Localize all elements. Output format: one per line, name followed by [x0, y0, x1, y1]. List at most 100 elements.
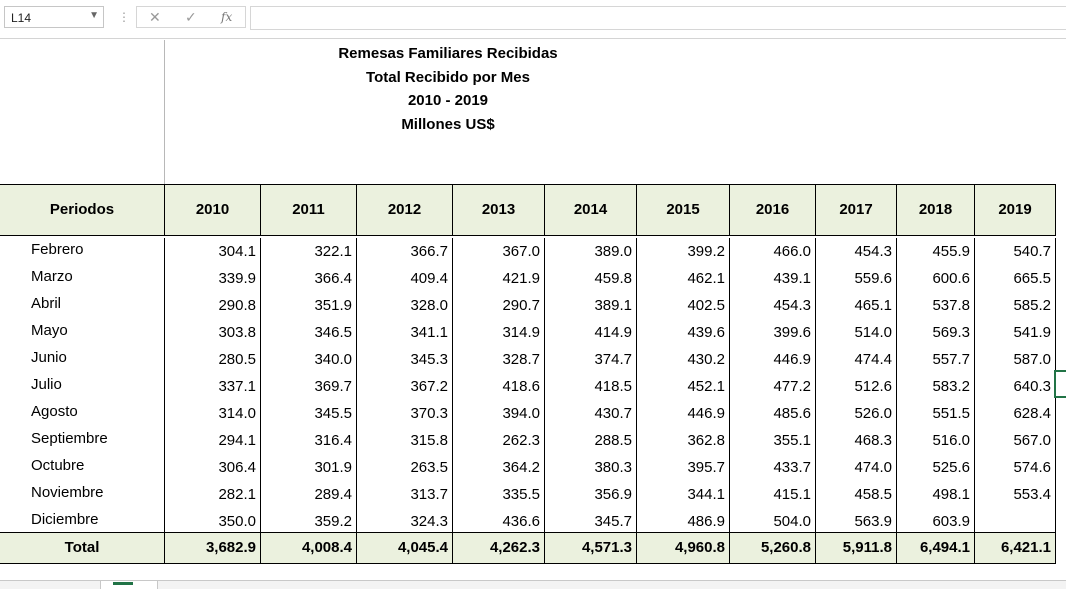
cancel-icon[interactable]: ✕ [149, 9, 161, 25]
value-cell[interactable]: 541.9 [975, 319, 1056, 346]
value-cell[interactable]: 339.9 [165, 265, 261, 292]
header-year[interactable]: 2018 [897, 185, 975, 235]
value-cell[interactable]: 628.4 [975, 400, 1056, 427]
value-cell[interactable]: 303.8 [165, 319, 261, 346]
value-cell[interactable]: 486.9 [637, 508, 730, 535]
value-cell[interactable]: 553.4 [975, 481, 1056, 508]
total-cell[interactable]: 3,682.9 [165, 533, 261, 563]
value-cell[interactable]: 414.9 [545, 319, 637, 346]
value-cell[interactable]: 324.3 [357, 508, 453, 535]
value-cell[interactable]: 557.7 [897, 346, 975, 373]
value-cell[interactable]: 436.6 [453, 508, 545, 535]
value-cell[interactable] [975, 508, 1056, 535]
period-cell[interactable]: Abril [0, 292, 165, 319]
value-cell[interactable]: 289.4 [261, 481, 357, 508]
header-year[interactable]: 2017 [816, 185, 897, 235]
value-cell[interactable]: 569.3 [897, 319, 975, 346]
value-cell[interactable]: 498.1 [897, 481, 975, 508]
period-cell[interactable]: Junio [0, 346, 165, 373]
value-cell[interactable]: 418.5 [545, 373, 637, 400]
value-cell[interactable]: 468.3 [816, 427, 897, 454]
value-cell[interactable]: 313.7 [357, 481, 453, 508]
value-cell[interactable]: 446.9 [730, 346, 816, 373]
value-cell[interactable]: 551.5 [897, 400, 975, 427]
period-cell[interactable]: Noviembre [0, 481, 165, 508]
period-cell[interactable]: Mayo [0, 319, 165, 346]
value-cell[interactable]: 454.3 [730, 292, 816, 319]
function-icon[interactable]: fx [221, 10, 233, 24]
value-cell[interactable]: 537.8 [897, 292, 975, 319]
value-cell[interactable]: 540.7 [975, 238, 1056, 265]
value-cell[interactable]: 350.0 [165, 508, 261, 535]
value-cell[interactable]: 439.6 [637, 319, 730, 346]
name-box[interactable]: L14 ▼ [4, 6, 104, 28]
value-cell[interactable]: 280.5 [165, 346, 261, 373]
value-cell[interactable]: 344.1 [637, 481, 730, 508]
value-cell[interactable]: 465.1 [816, 292, 897, 319]
period-cell[interactable]: Agosto [0, 400, 165, 427]
period-cell[interactable]: Marzo [0, 265, 165, 292]
value-cell[interactable]: 418.6 [453, 373, 545, 400]
header-year[interactable]: 2016 [730, 185, 816, 235]
header-year[interactable]: 2014 [545, 185, 637, 235]
value-cell[interactable]: 367.2 [357, 373, 453, 400]
value-cell[interactable]: 370.3 [357, 400, 453, 427]
value-cell[interactable]: 362.8 [637, 427, 730, 454]
value-cell[interactable]: 600.6 [897, 265, 975, 292]
value-cell[interactable]: 433.7 [730, 454, 816, 481]
total-cell[interactable]: 5,260.8 [730, 533, 816, 563]
value-cell[interactable]: 459.8 [545, 265, 637, 292]
header-year[interactable]: 2015 [637, 185, 730, 235]
value-cell[interactable]: 337.1 [165, 373, 261, 400]
value-cell[interactable]: 504.0 [730, 508, 816, 535]
value-cell[interactable]: 477.2 [730, 373, 816, 400]
worksheet[interactable]: Remesas Familiares Recibidas Total Recib… [0, 40, 1066, 580]
value-cell[interactable]: 345.5 [261, 400, 357, 427]
value-cell[interactable]: 369.7 [261, 373, 357, 400]
value-cell[interactable]: 430.2 [637, 346, 730, 373]
value-cell[interactable]: 328.7 [453, 346, 545, 373]
value-cell[interactable]: 439.1 [730, 265, 816, 292]
value-cell[interactable]: 462.1 [637, 265, 730, 292]
value-cell[interactable]: 374.7 [545, 346, 637, 373]
value-cell[interactable]: 512.6 [816, 373, 897, 400]
header-year[interactable]: 2012 [357, 185, 453, 235]
selected-cell[interactable] [1054, 370, 1066, 398]
value-cell[interactable]: 466.0 [730, 238, 816, 265]
period-cell[interactable]: Octubre [0, 454, 165, 481]
value-cell[interactable]: 328.0 [357, 292, 453, 319]
period-cell[interactable]: Febrero [0, 238, 165, 265]
value-cell[interactable]: 364.2 [453, 454, 545, 481]
value-cell[interactable]: 290.7 [453, 292, 545, 319]
value-cell[interactable]: 294.1 [165, 427, 261, 454]
value-cell[interactable]: 665.5 [975, 265, 1056, 292]
period-cell[interactable]: Julio [0, 373, 165, 400]
value-cell[interactable]: 395.7 [637, 454, 730, 481]
enter-icon[interactable]: ✓ [185, 9, 197, 25]
value-cell[interactable]: 288.5 [545, 427, 637, 454]
value-cell[interactable]: 409.4 [357, 265, 453, 292]
value-cell[interactable]: 366.4 [261, 265, 357, 292]
value-cell[interactable]: 341.1 [357, 319, 453, 346]
value-cell[interactable]: 399.6 [730, 319, 816, 346]
value-cell[interactable]: 446.9 [637, 400, 730, 427]
value-cell[interactable]: 355.1 [730, 427, 816, 454]
value-cell[interactable]: 563.9 [816, 508, 897, 535]
value-cell[interactable]: 346.5 [261, 319, 357, 346]
period-cell[interactable]: Septiembre [0, 427, 165, 454]
value-cell[interactable]: 399.2 [637, 238, 730, 265]
value-cell[interactable]: 314.0 [165, 400, 261, 427]
value-cell[interactable]: 526.0 [816, 400, 897, 427]
value-cell[interactable]: 263.5 [357, 454, 453, 481]
value-cell[interactable]: 301.9 [261, 454, 357, 481]
value-cell[interactable]: 394.0 [453, 400, 545, 427]
total-cell[interactable]: 4,008.4 [261, 533, 357, 563]
total-cell[interactable]: 4,045.4 [357, 533, 453, 563]
value-cell[interactable]: 516.0 [897, 427, 975, 454]
value-cell[interactable]: 454.3 [816, 238, 897, 265]
value-cell[interactable]: 421.9 [453, 265, 545, 292]
value-cell[interactable]: 567.0 [975, 427, 1056, 454]
value-cell[interactable]: 314.9 [453, 319, 545, 346]
value-cell[interactable]: 340.0 [261, 346, 357, 373]
value-cell[interactable]: 474.0 [816, 454, 897, 481]
